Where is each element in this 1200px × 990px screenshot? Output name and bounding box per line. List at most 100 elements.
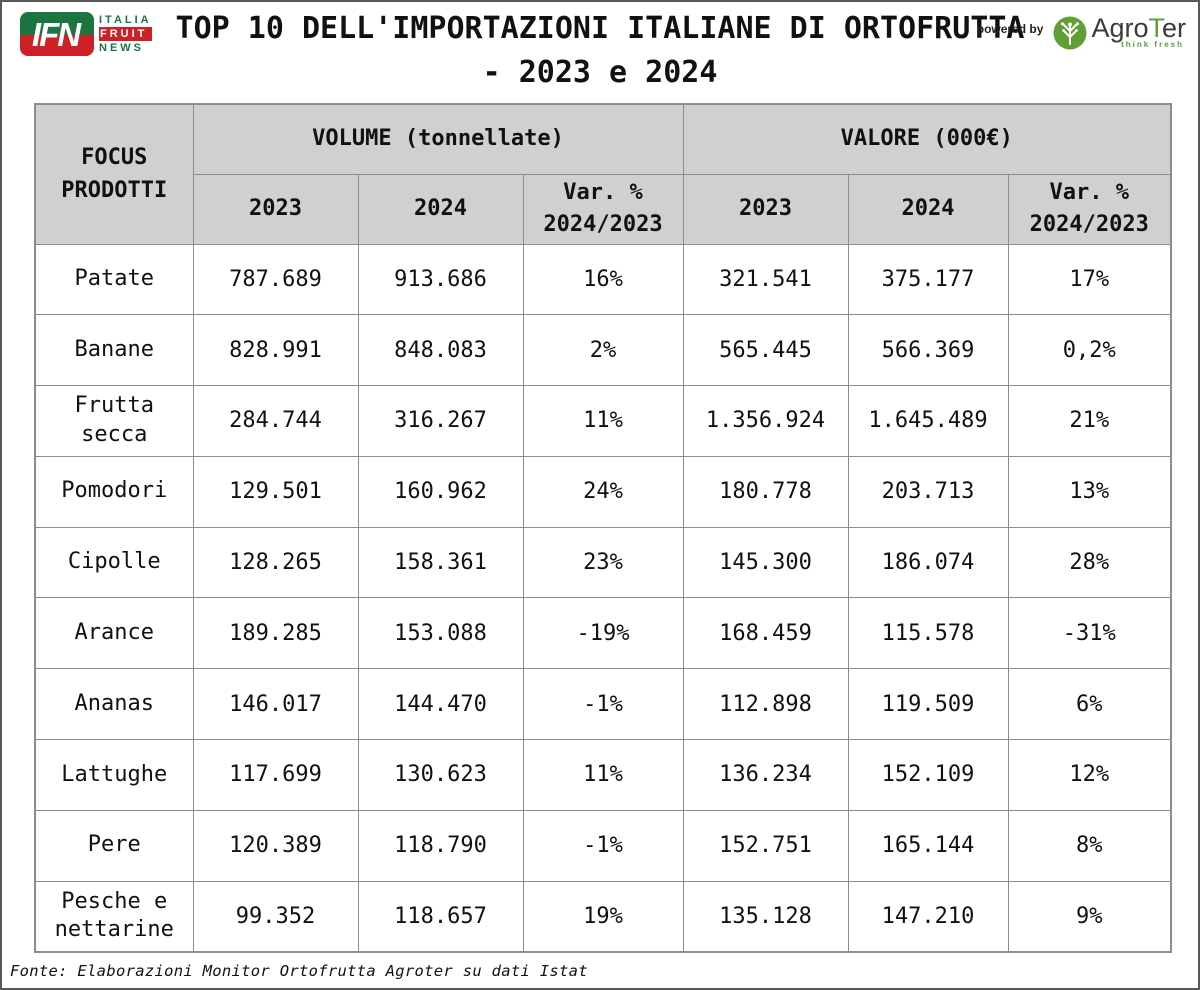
page-title-line1: TOP 10 DELL'IMPORTAZIONI ITALIANE DI ORT… [175, 11, 1025, 46]
valore-var-cell: 13% [1007, 455, 1172, 528]
volume-var-cell: 11% [522, 385, 684, 457]
valore-2024-cell: 566.369 [847, 314, 1009, 387]
volume-2024-cell: 153.088 [357, 597, 524, 670]
volume-2023-cell: 128.265 [192, 526, 359, 599]
agroter-tree-icon [1053, 16, 1087, 50]
volume-var-cell: 11% [522, 739, 684, 811]
header-valore-2024: 2024 [847, 173, 1009, 245]
table-body: Patate 787.689 913.686 16% 321.541 375.1… [34, 243, 1172, 953]
ifn-logo: IFN ITALIA FRUIT NEWS [20, 12, 152, 56]
volume-var-cell: 16% [522, 243, 684, 316]
volume-2024-cell: 158.361 [357, 526, 524, 599]
product-cell: Pomodori [34, 455, 194, 528]
table-row: Cipolle 128.265 158.361 23% 145.300 186.… [34, 526, 1172, 599]
header-volume-2024: 2024 [357, 173, 524, 245]
product-cell: Arance [34, 597, 194, 670]
valore-2023-cell: 565.445 [682, 314, 849, 387]
volume-2023-cell: 189.285 [192, 597, 359, 670]
valore-var-cell: 8% [1007, 809, 1172, 882]
valore-2023-cell: 1.356.924 [682, 385, 849, 457]
valore-2024-cell: 152.109 [847, 739, 1009, 811]
volume-2024-cell: 848.083 [357, 314, 524, 387]
valore-2023-cell: 145.300 [682, 526, 849, 599]
ifn-badge-text: IFN [31, 15, 81, 53]
valore-var-cell: 0,2% [1007, 314, 1172, 387]
product-cell: Pere [34, 809, 194, 882]
product-cell: Cipolle [34, 526, 194, 599]
volume-2023-cell: 129.501 [192, 455, 359, 528]
table-row: Ananas 146.017 144.470 -1% 112.898 119.5… [34, 668, 1172, 741]
volume-2024-cell: 160.962 [357, 455, 524, 528]
product-cell: Patate [34, 243, 194, 316]
valore-var-cell: 17% [1007, 243, 1172, 316]
table-wrap: FOCUS PRODOTTI VOLUME (tonnellate) VALOR… [2, 103, 1198, 953]
valore-2024-cell: 165.144 [847, 809, 1009, 882]
source-footer: Fonte: Elaborazioni Monitor Ortofrutta A… [2, 953, 1198, 988]
volume-2024-cell: 316.267 [357, 385, 524, 457]
valore-2024-cell: 186.074 [847, 526, 1009, 599]
valore-2023-cell: 112.898 [682, 668, 849, 741]
header-focus-prodotti: FOCUS PRODOTTI [34, 103, 194, 245]
page-title: TOP 10 DELL'IMPORTAZIONI ITALIANE DI ORT… [2, 11, 1198, 91]
product-cell: Banane [34, 314, 194, 387]
header-valore-2023: 2023 [682, 173, 849, 245]
agroter-t: T [1148, 13, 1162, 43]
volume-2024-cell: 913.686 [357, 243, 524, 316]
table-header: FOCUS PRODOTTI VOLUME (tonnellate) VALOR… [34, 103, 1172, 245]
volume-2023-cell: 828.991 [192, 314, 359, 387]
header-valore-var: Var. % 2024/2023 [1007, 173, 1172, 245]
agroter-er: er [1161, 13, 1186, 43]
valore-var-cell: 12% [1007, 739, 1172, 811]
import-table: FOCUS PRODOTTI VOLUME (tonnellate) VALOR… [34, 103, 1173, 953]
table-row: Frutta secca 284.744 316.267 11% 1.356.9… [34, 385, 1172, 457]
volume-2024-cell: 118.657 [357, 880, 524, 953]
table-row: Arance 189.285 153.088 -19% 168.459 115.… [34, 597, 1172, 670]
table-row: Patate 787.689 913.686 16% 321.541 375.1… [34, 243, 1172, 316]
source-text: Fonte: Elaborazioni Monitor Ortofrutta A… [10, 961, 588, 980]
valore-var-cell: 28% [1007, 526, 1172, 599]
volume-2023-cell: 117.699 [192, 739, 359, 811]
agroter-agro: Agro [1091, 13, 1149, 43]
valore-2023-cell: 180.778 [682, 455, 849, 528]
header-volume-var-line2: 2024/2023 [543, 212, 663, 237]
header-volume-var: Var. % 2024/2023 [522, 173, 684, 245]
header-valore-var-line2: 2024/2023 [1029, 212, 1149, 237]
volume-var-cell: -1% [522, 668, 684, 741]
ifn-wordmark: ITALIA FRUIT NEWS [99, 13, 152, 55]
volume-2024-cell: 144.470 [357, 668, 524, 741]
volume-var-cell: 19% [522, 880, 684, 953]
valore-2024-cell: 115.578 [847, 597, 1009, 670]
valore-2024-cell: 147.210 [847, 880, 1009, 953]
table-row: Pomodori 129.501 160.962 24% 180.778 203… [34, 455, 1172, 528]
valore-2023-cell: 152.751 [682, 809, 849, 882]
volume-2024-cell: 118.790 [357, 809, 524, 882]
valore-2024-cell: 203.713 [847, 455, 1009, 528]
valore-2023-cell: 168.459 [682, 597, 849, 670]
valore-2024-cell: 119.509 [847, 668, 1009, 741]
agroter-logo: AgroTer think fresh [1053, 13, 1186, 50]
volume-2023-cell: 787.689 [192, 243, 359, 316]
volume-var-cell: -19% [522, 597, 684, 670]
volume-var-cell: -1% [522, 809, 684, 882]
agroter-tagline: think fresh [1121, 39, 1184, 49]
table-row: Pere 120.389 118.790 -1% 152.751 165.144… [34, 809, 1172, 882]
agroter-wordmark: AgroTer think fresh [1091, 13, 1186, 49]
powered-by-label: powered by [976, 22, 1044, 36]
valore-2023-cell: 136.234 [682, 739, 849, 811]
powered-by-block: powered by [976, 13, 1186, 50]
volume-var-cell: 23% [522, 526, 684, 599]
valore-2023-cell: 135.128 [682, 880, 849, 953]
valore-var-cell: -31% [1007, 597, 1172, 670]
volume-2024-cell: 130.623 [357, 739, 524, 811]
product-cell: Frutta secca [34, 385, 194, 457]
masthead: IFN ITALIA FRUIT NEWS TOP 10 DELL'IMPORT… [2, 2, 1198, 103]
table-row: Banane 828.991 848.083 2% 565.445 566.36… [34, 314, 1172, 387]
header-group-volume: VOLUME (tonnellate) [192, 103, 684, 175]
header-volume-2023: 2023 [192, 173, 359, 245]
ifn-wordmark-fruit: FRUIT [99, 27, 152, 41]
valore-2023-cell: 321.541 [682, 243, 849, 316]
valore-var-cell: 9% [1007, 880, 1172, 953]
ifn-badge: IFN [20, 12, 94, 56]
page-title-line2: - 2023 e 2024 [482, 55, 718, 90]
